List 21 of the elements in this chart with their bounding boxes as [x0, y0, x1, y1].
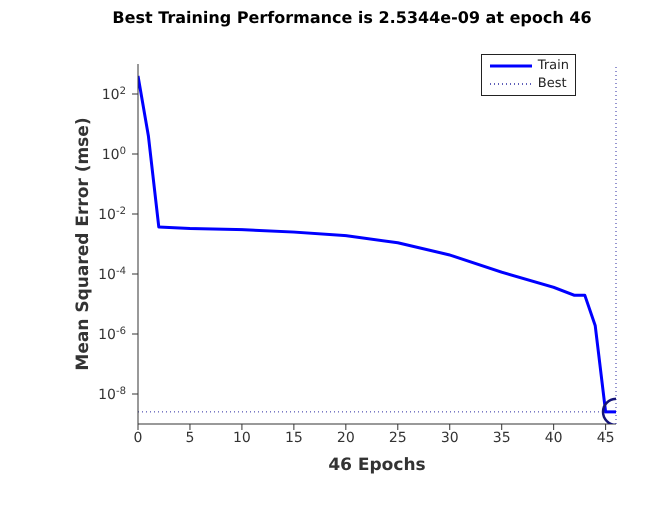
x-tick-label: 15: [284, 430, 303, 446]
y-tick-label: 10$^{-2}$: [98, 206, 126, 223]
y-tick-label: 10$^{-6}$: [98, 326, 126, 343]
x-tick-label: 10: [233, 430, 251, 446]
chart-title: Best Training Performance is 2.5344e-09 at epoch 46: [111, 8, 593, 28]
y-tick-label: 10$^{-8}$: [98, 386, 126, 403]
x-tick-label: 0: [134, 430, 142, 446]
x-axis-title: 46 Epochs: [328, 455, 426, 475]
y-axis-title: Mean Squared Error (mse): [73, 117, 93, 371]
x-tick-label: 45: [596, 430, 615, 446]
legend-label: Best: [538, 75, 567, 93]
x-tick-label: 20: [336, 430, 355, 446]
x-tick-label: 5: [185, 430, 194, 446]
x-tick-label: 25: [388, 430, 407, 446]
x-tick-label: 40: [544, 430, 563, 446]
y-tick-label: 10$^{2}$: [102, 86, 126, 103]
legend-label: Train: [538, 57, 569, 75]
y-tick-label: 10$^{0}$: [102, 146, 126, 163]
x-tick-label: 30: [440, 430, 459, 446]
x-tick-label: 35: [492, 430, 511, 446]
y-tick-label: 10$^{-4}$: [98, 266, 126, 283]
